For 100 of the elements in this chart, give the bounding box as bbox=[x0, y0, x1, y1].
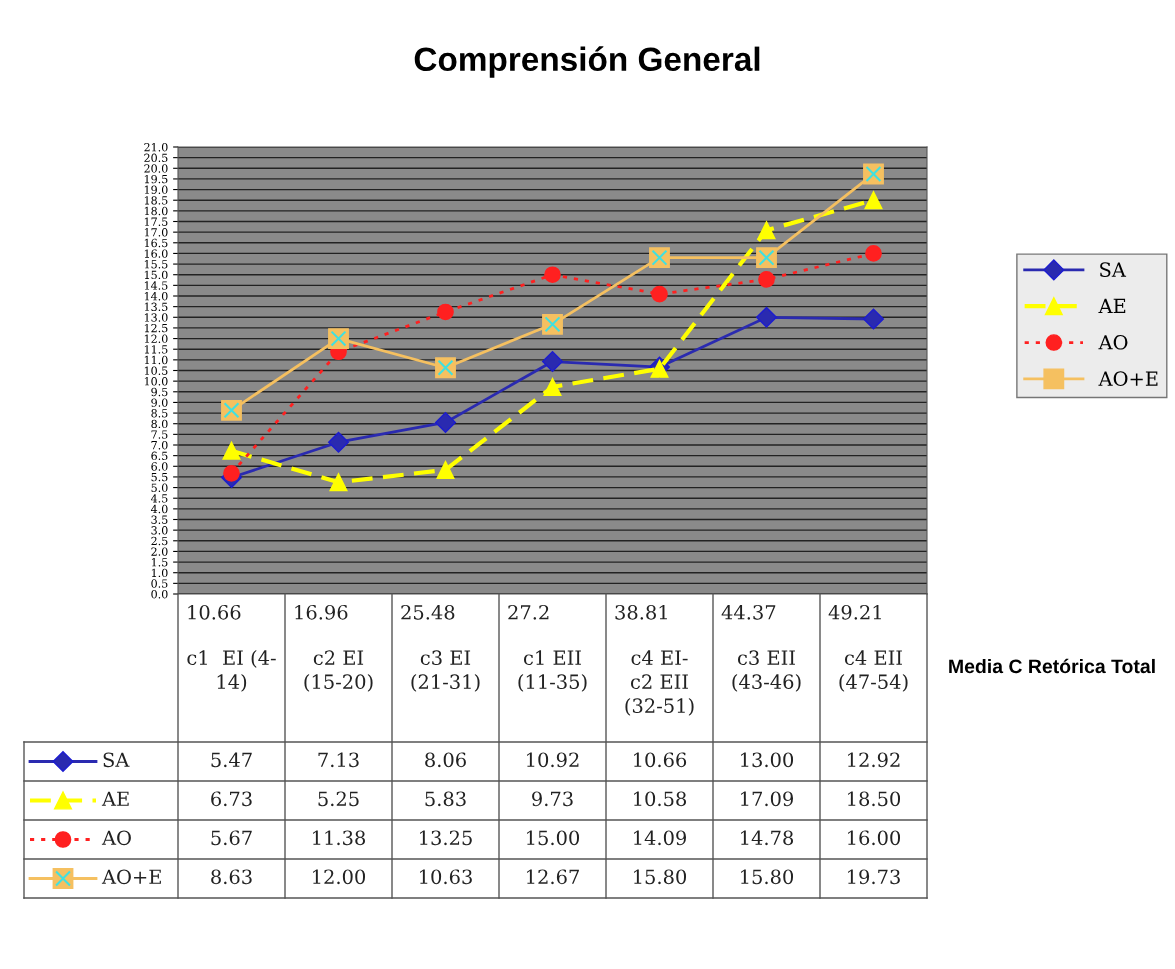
y-tick-label: 8.0 bbox=[151, 419, 168, 429]
data-label: 11.38 bbox=[313, 830, 366, 846]
point bbox=[865, 245, 882, 262]
data-label: 5.67 bbox=[211, 830, 252, 846]
y-tick-label: 19.0 bbox=[144, 185, 168, 194]
y-tick-label: 5.0 bbox=[151, 483, 168, 492]
legend-label: SA bbox=[1100, 262, 1127, 277]
chart-title: Comprensión General bbox=[414, 46, 760, 78]
y-tick-label: 7.0 bbox=[151, 440, 168, 450]
point bbox=[864, 191, 883, 210]
y-tick-label: 3.5 bbox=[151, 515, 168, 524]
y-tick-label: 11.5 bbox=[144, 345, 168, 354]
y-tick-label: 12.0 bbox=[144, 334, 168, 343]
y-tick-label: 2.5 bbox=[151, 536, 168, 546]
y-tick-label: 12.5 bbox=[144, 323, 168, 333]
y-tick-label: 0.5 bbox=[151, 579, 168, 588]
data-label: 8.06 bbox=[425, 752, 466, 768]
data-label: 7.13 bbox=[318, 752, 359, 768]
point bbox=[755, 306, 778, 328]
point bbox=[223, 464, 240, 482]
y-tick-label: 16.0 bbox=[144, 249, 168, 258]
text: AO bbox=[101, 830, 131, 846]
y-tick-label: 11.0 bbox=[144, 355, 168, 365]
y-tick-label: 14.0 bbox=[144, 291, 168, 301]
y-tick-label: 14.5 bbox=[144, 281, 168, 290]
data-label: 5.47 bbox=[211, 752, 252, 768]
point bbox=[437, 303, 454, 321]
point bbox=[862, 308, 885, 330]
data-label: 12.00 bbox=[313, 869, 366, 885]
category-label: 10.66 c1 EI (4- 14) bbox=[187, 604, 276, 692]
y-tick-label: 10.0 bbox=[144, 377, 168, 386]
data-label: 15.80 bbox=[741, 869, 794, 885]
y-tick-label: 15.0 bbox=[144, 270, 168, 280]
category-label: 27.2 c1 EII (11-35) bbox=[508, 604, 587, 692]
data-label: 16.00 bbox=[848, 830, 901, 846]
y-tick-label: 18.5 bbox=[144, 196, 168, 205]
category-label: 44.37 c3 EII (43-46) bbox=[721, 604, 801, 692]
y-tick-label: 7.5 bbox=[151, 430, 168, 439]
point bbox=[329, 473, 348, 492]
category-label: 25.48 c3 EI (21-31) bbox=[401, 604, 480, 692]
category-label: 49.21 c4 EII (47-54) bbox=[828, 604, 908, 692]
point bbox=[436, 460, 455, 479]
y-tick-label: 17.5 bbox=[144, 217, 168, 226]
y-tick-label: 3.0 bbox=[151, 526, 168, 535]
y-tick-label: 15.5 bbox=[144, 260, 168, 269]
y-tick-label: 2.0 bbox=[151, 547, 168, 556]
y-tick-label: 8.5 bbox=[151, 409, 168, 418]
data-label: 5.83 bbox=[425, 791, 466, 807]
data-label: 8.63 bbox=[211, 869, 252, 885]
data-label: 15.80 bbox=[634, 869, 687, 885]
data-label: 14.78 bbox=[741, 830, 794, 846]
y-tick-label: 20.0 bbox=[144, 164, 168, 173]
data-label: 13.25 bbox=[420, 830, 472, 846]
y-tick-label: 9.0 bbox=[151, 398, 168, 407]
point bbox=[758, 271, 775, 288]
y-tick-label: 10.5 bbox=[144, 366, 168, 375]
data-label: 12.67 bbox=[527, 869, 579, 885]
data-label: 17.09 bbox=[741, 791, 794, 807]
y-tick-label: 1.5 bbox=[151, 558, 168, 567]
data-label: 15.00 bbox=[527, 830, 580, 846]
category-label: 16.96 c2 EI (15-20) bbox=[295, 604, 373, 692]
y-tick-label: 16.5 bbox=[144, 238, 168, 248]
y-tick-label: 18.0 bbox=[144, 206, 168, 216]
x-axis-title: Media C Retórica Total bbox=[949, 658, 1155, 674]
data-label: 18.50 bbox=[848, 791, 901, 807]
y-tick-label: 4.0 bbox=[150, 504, 168, 514]
data-label: 10.58 bbox=[634, 791, 687, 807]
data-label: 19.73 bbox=[848, 869, 900, 885]
y-tick-label: 4.5 bbox=[150, 494, 168, 503]
data-label: 14.09 bbox=[634, 830, 687, 846]
legend-label: AO+E bbox=[1098, 371, 1158, 386]
point bbox=[544, 266, 561, 284]
data-label: 5.25 bbox=[318, 791, 359, 807]
point bbox=[541, 351, 564, 373]
y-tick-label: 13.0 bbox=[144, 313, 168, 322]
data-label: 9.73 bbox=[532, 791, 573, 807]
category-label: 38.81 c4 EI- c2 EII (32-51) bbox=[615, 604, 694, 716]
point bbox=[327, 431, 350, 453]
point bbox=[757, 221, 776, 240]
y-tick-label: 5.5 bbox=[151, 473, 168, 482]
y-tick-label: 20.5 bbox=[144, 153, 168, 163]
legend-label: AE bbox=[1098, 298, 1126, 314]
data-label: 13.00 bbox=[741, 752, 794, 768]
text: AO+E bbox=[101, 869, 161, 885]
point bbox=[651, 285, 668, 303]
y-tick-label: 9.5 bbox=[151, 387, 168, 397]
y-tick-label: 1.0 bbox=[151, 568, 168, 578]
data-label: 12.92 bbox=[848, 752, 900, 768]
data-label: 6.73 bbox=[211, 791, 252, 807]
point bbox=[434, 411, 457, 433]
legend-label: AO bbox=[1098, 334, 1128, 350]
y-tick-label: 19.5 bbox=[144, 174, 168, 184]
y-tick-label: 0.0 bbox=[151, 589, 168, 599]
y-tick-label: 17.0 bbox=[144, 228, 168, 237]
point bbox=[222, 441, 241, 460]
text: SA bbox=[103, 752, 130, 768]
y-tick-label: 21.0 bbox=[144, 142, 168, 152]
y-tick-label: 13.5 bbox=[144, 302, 168, 312]
y-tick-label: 6.0 bbox=[151, 462, 168, 471]
data-label: 10.66 bbox=[634, 752, 687, 768]
